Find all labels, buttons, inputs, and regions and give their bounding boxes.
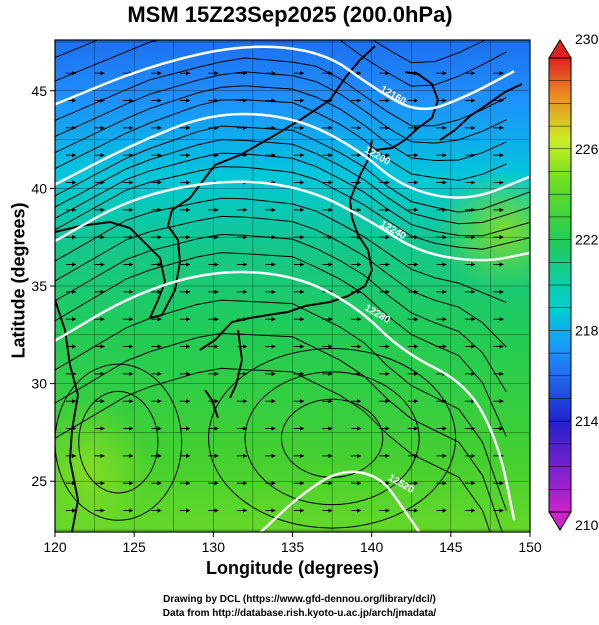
streamline xyxy=(55,252,507,437)
colorbar-tick-label: 226 xyxy=(575,141,599,157)
colorbar-min-arrow xyxy=(548,511,572,531)
x-tick-label: 145 xyxy=(439,539,463,555)
colorbar: 210 214 218 222 226 230 xyxy=(548,31,599,533)
streamline xyxy=(55,166,530,250)
x-axis-label: Longitude (degrees) xyxy=(205,558,379,578)
streamline xyxy=(55,299,507,511)
contour-line xyxy=(55,270,516,521)
streamline xyxy=(55,139,530,225)
y-tick-label: 45 xyxy=(31,83,47,99)
streamline xyxy=(55,125,530,213)
streamline xyxy=(55,197,507,303)
x-tick-label: 125 xyxy=(122,539,146,555)
contour-line xyxy=(55,112,530,199)
streamline xyxy=(55,40,486,64)
streamline xyxy=(55,367,491,532)
map-title: MSM 15Z23Sep2025 (200.0hPa) xyxy=(127,2,453,27)
grid-lines xyxy=(55,40,530,532)
x-tick-label: 150 xyxy=(518,539,542,555)
streamline xyxy=(55,85,507,162)
streamline xyxy=(55,57,507,127)
colorbar-tick-label: 230 xyxy=(575,31,599,47)
colorbar-tick-label: 214 xyxy=(575,413,599,429)
streamline xyxy=(55,40,507,87)
streamline xyxy=(55,152,530,237)
x-tick-label: 140 xyxy=(360,539,384,555)
y-axis-label: Latitude (degrees) xyxy=(8,202,29,359)
colorbar-max-arrow xyxy=(548,39,572,59)
streamlines xyxy=(55,40,530,532)
contour-line xyxy=(259,470,421,532)
streamline xyxy=(55,332,503,532)
colorbar-tick-label: 210 xyxy=(575,517,599,533)
y-tick-label: 30 xyxy=(31,376,47,392)
streamline xyxy=(55,99,507,181)
y-tick-label: 40 xyxy=(31,180,47,196)
y-tick-label: 35 xyxy=(31,278,47,294)
credit-drawing: Drawing by DCL (https://www.gfd-dennou.o… xyxy=(163,594,436,605)
streamline xyxy=(55,233,507,393)
axis-ticks: 120 125 130 135 140 145 150 25 30 35 40 45 xyxy=(31,83,541,555)
colorbar-tick-label: 218 xyxy=(575,322,599,338)
x-tick-label: 130 xyxy=(202,539,226,555)
contour-line xyxy=(55,45,515,111)
contour-line xyxy=(55,180,530,262)
y-tick-label: 25 xyxy=(31,473,47,489)
x-tick-label: 135 xyxy=(281,539,305,555)
streamline-loop xyxy=(78,390,159,494)
x-tick-label: 120 xyxy=(43,539,67,555)
credit-data: Data from http://database.rish.kyoto-u.a… xyxy=(162,608,437,619)
colorbar-tick-label: 222 xyxy=(575,232,599,248)
